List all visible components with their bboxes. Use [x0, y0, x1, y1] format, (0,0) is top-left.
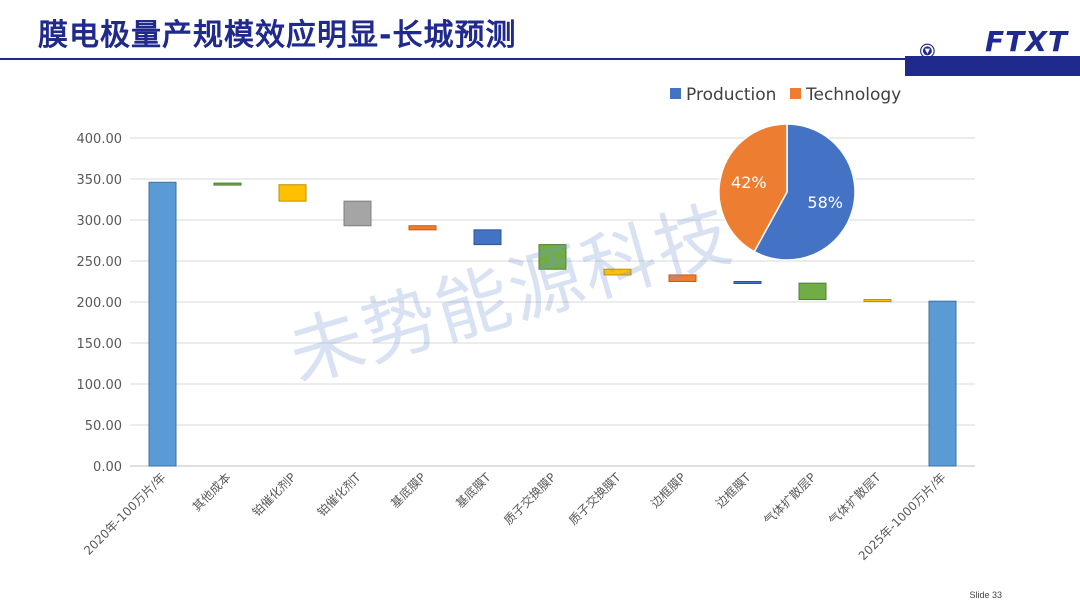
y-tick-label: 100.00 — [77, 378, 123, 393]
y-axis-ticks: 0.00 50.00 100.00 150.00 200.00 250.00 300.00 3… — [77, 132, 123, 475]
x-tick-label: 气体扩散层P — [760, 470, 818, 528]
legend-swatch — [790, 88, 801, 99]
pie-legend: Production Technology — [670, 85, 901, 105]
waterfall-bar — [278, 184, 307, 202]
x-tick-label: 质子交换膜P — [500, 470, 558, 528]
x-tick-label: 铂催化剂P — [249, 470, 299, 520]
waterfall-bar — [733, 281, 762, 284]
pie-chart: 58% 42% — [718, 123, 856, 261]
waterfall-bar — [213, 182, 242, 186]
x-tick-label: 边框膜P — [648, 470, 688, 510]
slide-number: Slide 33 — [969, 590, 1002, 600]
waterfall-bar — [928, 300, 957, 467]
y-tick-label: 250.00 — [77, 255, 123, 270]
x-tick-label: 2020年-100万片/年 — [81, 470, 169, 558]
y-tick-label: 300.00 — [77, 214, 123, 229]
pie-slice-label: 58% — [807, 193, 843, 212]
y-tick-label: 200.00 — [77, 296, 123, 311]
waterfall-bar — [473, 229, 502, 246]
waterfall-bar — [603, 268, 632, 276]
legend-label: Production — [686, 85, 776, 105]
x-tick-label: 基底膜P — [387, 470, 428, 511]
page-title: 膜电极量产规模效应明显-长城预测 — [38, 18, 517, 53]
company-logo — [920, 43, 935, 59]
y-tick-label: 350.00 — [77, 173, 123, 188]
waterfall-bar — [668, 274, 697, 283]
chart-grid — [130, 137, 975, 467]
waterfall-bar — [148, 181, 177, 467]
legend-swatch — [670, 88, 681, 99]
waterfall-bar — [798, 282, 827, 301]
x-tick-label: 铂催化剂T — [314, 469, 364, 519]
pie-slice-label: 42% — [731, 173, 767, 192]
logo-wordmark: FTXT — [985, 25, 1068, 58]
header-divider-slope — [905, 56, 1080, 76]
waterfall-bars — [148, 181, 957, 467]
x-tick-label: 其他成本 — [190, 470, 234, 514]
waterfall-bar — [343, 200, 372, 227]
y-tick-label: 0.00 — [93, 460, 122, 475]
y-tick-label: 400.00 — [77, 132, 123, 147]
x-tick-label: 基底膜T — [452, 469, 494, 511]
x-tick-label: 气体扩散层T — [825, 469, 884, 528]
waterfall-bar — [408, 225, 437, 231]
pie-slice — [718, 123, 788, 253]
pie-slice — [753, 123, 856, 261]
logo-subtitle: 未势能源 — [986, 56, 1051, 74]
waterfall-bar — [538, 244, 567, 270]
x-tick-label: 边框膜T — [713, 470, 754, 511]
header-divider — [0, 58, 905, 60]
y-tick-label: 150.00 — [77, 337, 123, 352]
legend-label: Technology — [805, 85, 901, 105]
y-tick-label: 50.00 — [85, 419, 122, 434]
x-tick-label: 质子交换膜T — [565, 469, 624, 528]
waterfall-bar — [863, 299, 892, 303]
x-axis-ticks: 2020年-100万片/年 其他成本 铂催化剂P 铂催化剂T 基底膜P 基底膜T 质子交换膜… — [81, 469, 949, 563]
